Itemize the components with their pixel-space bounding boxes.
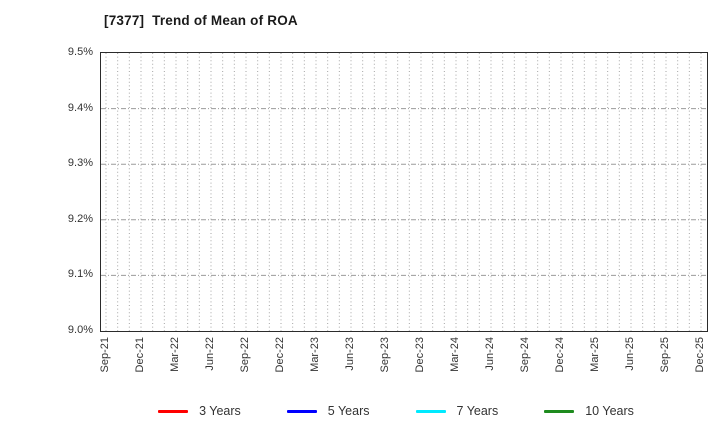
x-tick-label: Sep-24	[519, 337, 531, 373]
legend-item: 3 Years	[158, 404, 241, 418]
x-tick-label: Sep-21	[99, 337, 111, 373]
legend-line-swatch	[158, 409, 189, 413]
legend-label: 5 Years	[327, 404, 370, 418]
x-tick-label: Dec-21	[134, 337, 146, 373]
legend-label: 3 Years	[199, 404, 241, 418]
chart-title: [7377] Trend of Mean of ROA	[104, 13, 298, 28]
x-tick-label: Mar-23	[309, 337, 321, 372]
y-tick-label: 9.3%	[67, 157, 93, 170]
legend-line-swatch	[415, 409, 446, 413]
x-tick-label: Dec-24	[554, 337, 566, 373]
x-tick-label: Jun-22	[204, 337, 216, 371]
x-tick-label: Mar-24	[449, 337, 461, 372]
x-tick-label: Sep-22	[239, 337, 251, 373]
y-tick-label: 9.1%	[67, 268, 93, 281]
gridlines	[101, 53, 707, 331]
y-tick-label: 9.5%	[67, 46, 93, 58]
x-tick-label: Jun-25	[624, 337, 636, 371]
x-tick-label: Dec-25	[694, 337, 706, 373]
legend-item: 7 Years	[415, 404, 499, 418]
legend-label: 10 Years	[585, 404, 634, 418]
x-tick-label: Dec-23	[414, 337, 426, 373]
x-tick-label: Mar-22	[169, 337, 181, 372]
x-tick-label: Jun-23	[344, 337, 356, 371]
legend: 3 Years 5 Years 7 Years 10 Years	[36, 404, 720, 418]
y-tick-label: 9.0%	[67, 324, 93, 336]
legend-line-swatch	[286, 409, 317, 413]
legend-item: 10 Years	[544, 404, 634, 418]
y-tick-label: 9.2%	[67, 212, 93, 225]
x-tick-label: Sep-25	[659, 337, 671, 373]
legend-line-swatch	[544, 409, 575, 413]
x-tick-label: Mar-25	[589, 337, 601, 372]
legend-label: 7 Years	[456, 404, 499, 418]
x-tick-label: Sep-23	[379, 337, 391, 373]
plot-area	[100, 52, 708, 332]
x-tick-label: Jun-24	[484, 337, 496, 371]
legend-item: 5 Years	[286, 404, 370, 418]
y-tick-label: 9.4%	[67, 101, 93, 114]
x-tick-label: Dec-22	[274, 337, 286, 373]
